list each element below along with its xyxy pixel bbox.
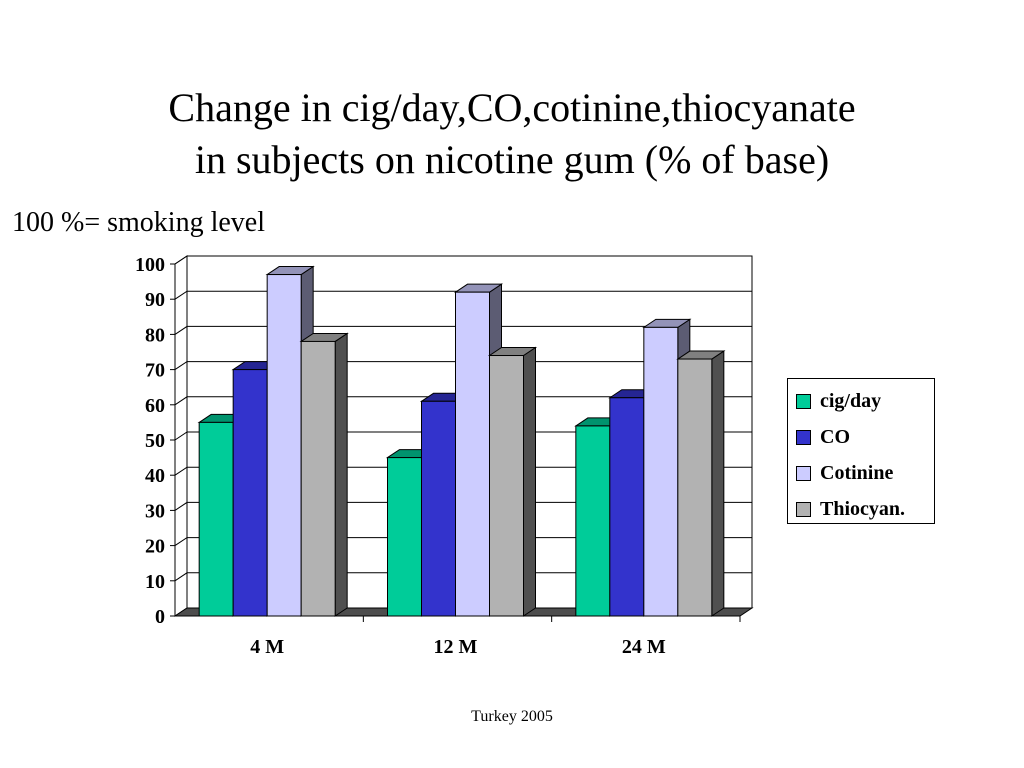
legend-label: CO: [820, 425, 850, 448]
y-tick-label: 20: [145, 536, 165, 558]
y-tick-label: 50: [145, 430, 165, 452]
bar: [487, 346, 538, 617]
y-tick-label: 90: [145, 289, 165, 311]
gridline: [174, 290, 752, 300]
y-tick-label: 70: [145, 360, 165, 382]
legend-label: cig/day: [820, 389, 882, 412]
bar-front: [455, 291, 490, 617]
note-text: 100 %= smoking level: [12, 207, 265, 238]
legend-swatch: [796, 429, 811, 445]
gridline: [174, 537, 752, 547]
y-tick-label: 0: [155, 606, 165, 628]
bar-front: [421, 400, 456, 617]
bar: [299, 332, 349, 617]
bar: [676, 350, 726, 617]
bar-front: [489, 355, 524, 617]
y-tick-label: 80: [145, 324, 165, 346]
chart-title: Change in cig/day,CO,cotinine,thiocyanat…: [0, 82, 1024, 186]
y-tick-label: 100: [135, 254, 165, 276]
x-tick-label: 24 M: [622, 636, 666, 658]
bar-front: [300, 340, 336, 617]
gridline: [174, 572, 752, 582]
gridline: [174, 255, 752, 265]
x-tick-label: 4 M: [250, 636, 284, 658]
bar-front: [387, 457, 422, 617]
bar-front: [266, 274, 302, 617]
legend-label: Cotinine: [820, 461, 894, 484]
gridline: [174, 501, 752, 511]
y-tick-label: 30: [145, 500, 165, 522]
x-axis: 4 M 12 M 24 M: [175, 615, 741, 658]
legend-item: Cotinine: [796, 460, 893, 486]
legend: cig/day CO Cotinine Thiocyan.: [787, 378, 935, 524]
chart-title-line-2: in subjects on nicotine gum (% of base): [194, 137, 830, 182]
gridline: [174, 431, 752, 441]
bar-side: [711, 350, 725, 617]
y-axis: 0 10 20 30 40 50 60 70 80 90 100: [135, 254, 176, 628]
bar-front: [575, 425, 611, 617]
legend-swatch: [796, 393, 811, 409]
footer-text: Turkey 2005: [471, 708, 553, 725]
y-tick-label: 60: [145, 395, 165, 417]
bars: [197, 265, 726, 617]
y-tick-label: 40: [145, 465, 165, 487]
chart-title-line-1: Change in cig/day,CO,cotinine,thiocyanat…: [168, 85, 856, 130]
bar-front: [232, 369, 268, 617]
bar-side: [334, 332, 348, 617]
legend-swatch: [796, 501, 811, 517]
gridline: [174, 361, 752, 371]
legend-swatch: [796, 465, 811, 481]
legend-item: Thiocyan.: [796, 496, 905, 522]
bar-front: [609, 397, 645, 617]
gridline: [174, 325, 752, 335]
bar-front: [643, 326, 679, 617]
gridline: [174, 466, 752, 476]
bar-front: [198, 421, 234, 617]
legend-item: cig/day: [796, 388, 881, 414]
gridline: [174, 396, 752, 406]
x-tick-label: 12 M: [434, 636, 478, 658]
bar-front: [677, 358, 713, 617]
gridlines: [174, 255, 752, 582]
legend-item: CO: [796, 424, 850, 450]
bar-side: [523, 346, 536, 617]
y-tick-label: 10: [145, 571, 165, 593]
legend-label: Thiocyan.: [820, 497, 906, 520]
